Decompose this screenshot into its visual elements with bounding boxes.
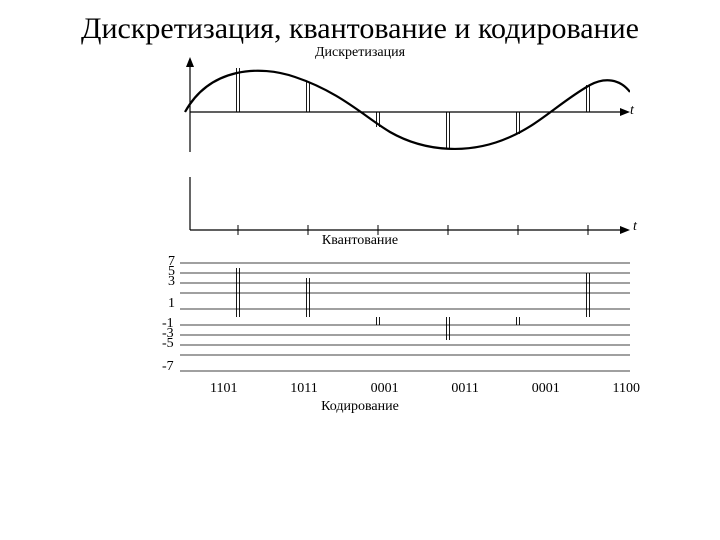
- quant-level-1: 1: [168, 296, 175, 312]
- coding-codes-row: 1101 1011 0001 0011 0001 1100: [210, 381, 640, 397]
- code-5: 1100: [613, 381, 640, 397]
- code-3: 0011: [451, 381, 478, 397]
- quant-level--5: -5: [162, 336, 174, 352]
- coding-label: Кодирование: [90, 399, 630, 415]
- code-1: 1011: [290, 381, 317, 397]
- diagram-container: Дискретизация t t Квантование 7531-1-3-5…: [90, 47, 630, 477]
- code-0: 1101: [210, 381, 237, 397]
- code-4: 0001: [532, 381, 560, 397]
- quant-level--7: -7: [162, 359, 174, 375]
- page-title: Дискретизация, квантование и кодирование: [0, 0, 720, 47]
- code-2: 0001: [371, 381, 399, 397]
- quant-level-3: 3: [168, 274, 175, 290]
